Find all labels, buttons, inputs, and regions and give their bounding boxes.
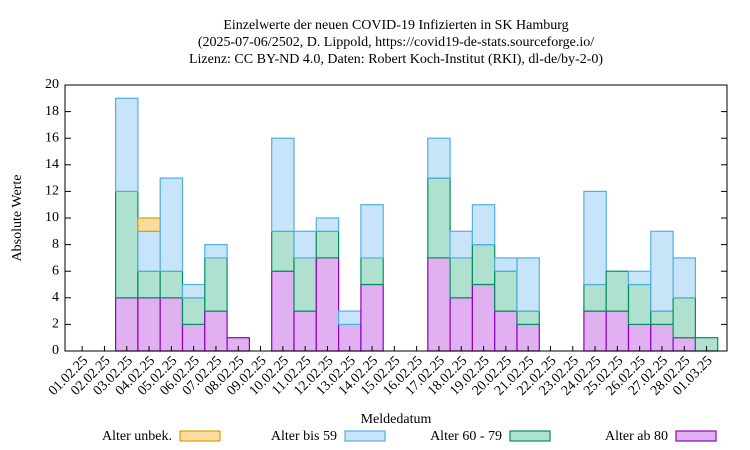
bar	[271, 230, 295, 272]
bar	[137, 270, 161, 299]
bar	[427, 177, 451, 259]
x-axis-label: Meldedatum	[361, 412, 432, 427]
plot-frame	[64, 84, 728, 352]
bar	[605, 310, 630, 352]
bar	[360, 257, 384, 286]
y-axis-label: Absolute Werte	[10, 175, 25, 262]
bar	[449, 297, 474, 352]
bar	[137, 217, 161, 232]
bar	[471, 283, 496, 352]
bar	[204, 244, 228, 259]
bar	[583, 283, 607, 312]
legend-swatch	[179, 430, 221, 442]
y-tick-label: 12	[45, 184, 59, 199]
bar	[449, 257, 474, 299]
bar	[315, 217, 340, 232]
legend-label: Alter unbek.	[102, 429, 172, 444]
y-tick-label: 16	[45, 130, 59, 145]
bar	[427, 137, 451, 179]
chart-title: Lizenz: CC BY-ND 4.0, Daten: Robert Koch…	[189, 52, 603, 67]
chart-title: (2025-07-06/2502, D. Lippold, https://co…	[198, 35, 594, 50]
bar	[471, 204, 496, 246]
bar	[650, 230, 674, 312]
bar	[114, 97, 139, 193]
y-tick-label: 14	[45, 157, 59, 172]
y-tick-label: 6	[52, 263, 59, 278]
bar	[627, 270, 652, 286]
bar	[494, 310, 518, 352]
legend-swatch	[509, 430, 551, 442]
y-tick-label: 8	[52, 237, 59, 252]
bar	[583, 310, 607, 352]
bar	[181, 283, 206, 299]
bar	[360, 283, 384, 352]
legend-swatch	[344, 430, 386, 442]
bar	[627, 283, 652, 326]
y-tick-label: 4	[52, 290, 59, 305]
y-tick-label: 2	[52, 317, 59, 332]
bar	[650, 310, 674, 326]
bar	[181, 297, 206, 325]
bar	[315, 230, 340, 259]
bar	[471, 244, 496, 286]
bar	[427, 257, 451, 352]
bar	[137, 297, 161, 352]
bar	[114, 190, 139, 299]
bar	[315, 257, 340, 352]
bar	[494, 270, 518, 312]
bar	[672, 257, 696, 299]
bar	[204, 310, 228, 352]
legend-swatch	[675, 430, 717, 442]
legend-label: Alter 60 - 79	[430, 429, 502, 444]
bar	[137, 230, 161, 272]
legend-label: Alter bis 59	[271, 429, 337, 444]
bar	[271, 137, 295, 232]
bar	[360, 204, 384, 259]
y-tick-label: 0	[52, 343, 59, 358]
bar	[672, 297, 696, 339]
y-tick-label: 10	[45, 210, 59, 225]
y-tick-label: 20	[45, 77, 59, 92]
bar	[159, 297, 184, 352]
y-tick-label: 18	[45, 104, 59, 119]
bar	[516, 310, 540, 326]
bar	[293, 230, 317, 259]
bar	[114, 297, 139, 352]
bar	[338, 310, 362, 326]
bar	[449, 230, 474, 259]
chart-title: Einzelwerte der neuen COVID-19 Infiziert…	[223, 18, 568, 33]
bar	[204, 257, 228, 312]
bar	[271, 270, 295, 352]
legend-label: Alter ab 80	[605, 429, 668, 444]
bar	[293, 310, 317, 352]
bar	[159, 177, 184, 272]
bar	[583, 190, 607, 286]
bar	[293, 257, 317, 312]
bar	[494, 257, 518, 272]
bar	[516, 257, 540, 312]
bar	[159, 270, 184, 299]
bar	[605, 270, 630, 312]
